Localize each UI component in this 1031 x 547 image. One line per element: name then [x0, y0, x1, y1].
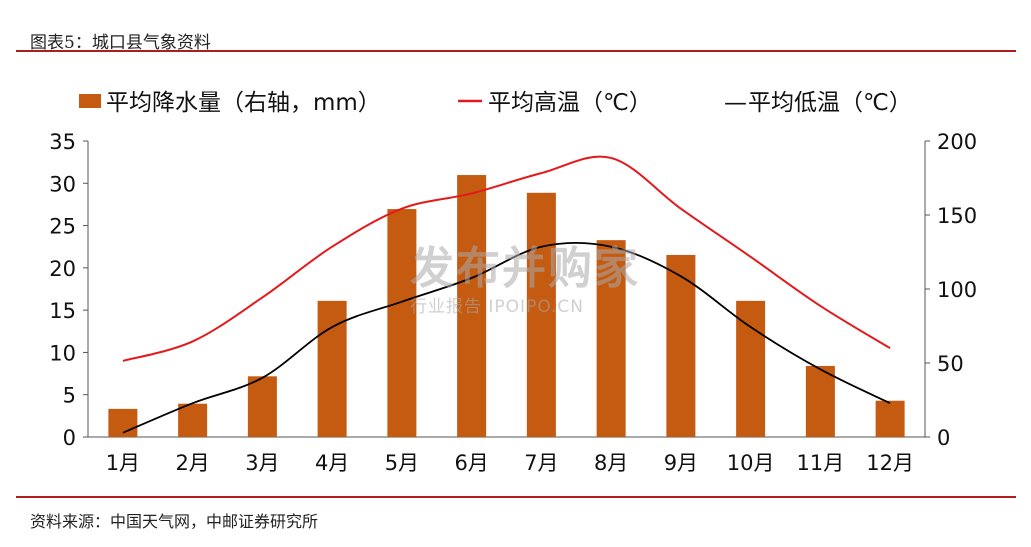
- x-tick-label: 7月: [524, 451, 558, 475]
- top-rule: [16, 50, 1016, 52]
- y-left-tick-label: 10: [49, 341, 76, 365]
- y-left-tick-label: 30: [49, 172, 76, 196]
- high-temp-line: [122, 155, 891, 362]
- precip-bar: [875, 400, 905, 437]
- legend-prefix-low: —: [724, 90, 747, 116]
- x-tick-label: 6月: [454, 451, 488, 475]
- y-right-tick-label: 150: [937, 204, 977, 228]
- precip-bar: [596, 240, 626, 437]
- precip-bar: [736, 300, 766, 437]
- bottom-rule: [16, 496, 1016, 498]
- x-tick-label: 8月: [594, 451, 628, 475]
- y-left-tick-label: 0: [63, 426, 76, 450]
- precip-bar: [457, 175, 487, 438]
- figure-title: 图表5：城口县气象资料: [30, 33, 211, 53]
- legend-label-low: 平均低温（℃）: [748, 90, 912, 116]
- bar-series-precip: [108, 175, 905, 438]
- y-right-tick-label: 0: [937, 426, 950, 450]
- precip-bar: [666, 254, 696, 437]
- legend-label-high: 平均高温（℃）: [488, 90, 652, 116]
- legend-label-precip: 平均降水量（右轴，mm）: [106, 90, 381, 116]
- x-tick-label: 10月: [727, 451, 775, 475]
- legend: 平均降水量（右轴，mm） 平均高温（℃） — 平均低温（℃）: [79, 90, 912, 116]
- x-tick-label: 2月: [175, 451, 209, 475]
- y-right-tick-label: 50: [937, 352, 964, 376]
- legend-swatch-precip: [79, 94, 101, 108]
- y-left-tick-label: 5: [63, 384, 76, 408]
- x-tick-label: 1月: [106, 451, 140, 475]
- x-tick-label: 4月: [315, 451, 349, 475]
- low-temp-line: [122, 242, 891, 434]
- line-series: [122, 155, 891, 434]
- y-right-tick-label: 100: [937, 278, 977, 302]
- tick-labels: 0 5 10 15 20 25 30 35 0 50 100 150 200 1月 2月 3月 4月 5月 6月 7月…: [49, 130, 977, 475]
- x-tick-label: 9月: [664, 451, 698, 475]
- x-tick-label: 11月: [797, 451, 845, 475]
- x-tick-label: 5月: [385, 451, 419, 475]
- axes: [83, 140, 930, 438]
- y-right-tick-label: 200: [937, 130, 977, 154]
- precip-bar: [247, 376, 277, 437]
- precip-bar: [387, 209, 417, 437]
- y-left-tick-label: 20: [49, 257, 76, 281]
- precip-bar: [805, 365, 835, 437]
- precip-bar: [108, 408, 138, 437]
- x-tick-label: 12月: [866, 451, 914, 475]
- y-left-tick-label: 15: [49, 299, 76, 323]
- y-left-tick-label: 25: [49, 215, 76, 239]
- y-left-tick-label: 35: [49, 130, 76, 154]
- figure-source: 资料来源：中国天气网，中邮证券研究所: [30, 512, 319, 531]
- x-tick-label: 3月: [245, 451, 279, 475]
- precip-bar: [178, 403, 208, 437]
- precip-bar: [526, 192, 556, 437]
- precip-bar: [317, 300, 347, 437]
